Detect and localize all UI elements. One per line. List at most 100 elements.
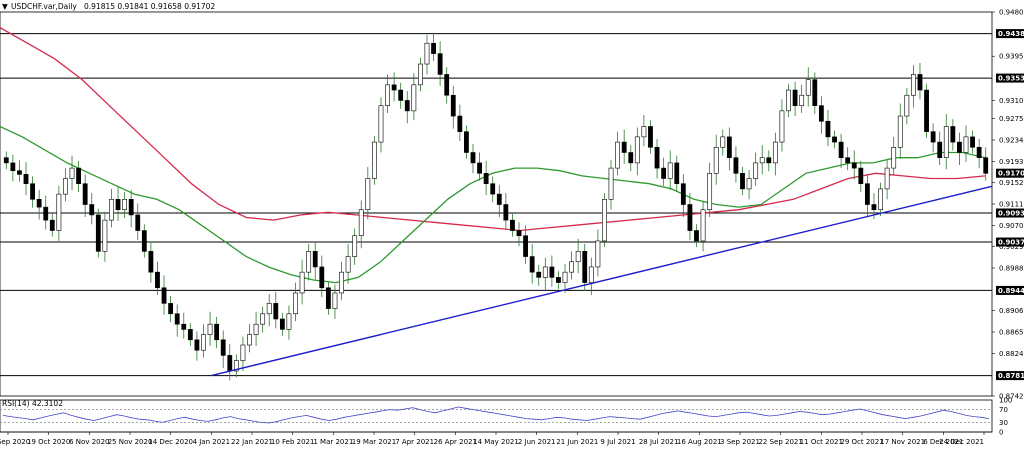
symbol-label: USDCHF.var,Daily xyxy=(11,2,77,11)
level-label-box xyxy=(996,29,1024,39)
time-tick-label: 24 Dec 2021 xyxy=(939,438,984,446)
candle-body xyxy=(884,167,890,190)
candle-body xyxy=(641,126,647,138)
candle-body xyxy=(733,157,739,174)
candle-body xyxy=(444,74,450,96)
candle-body xyxy=(339,271,344,294)
candle-body xyxy=(240,344,246,361)
ohlc-values: 0.91815 0.91841 0.91658 0.91702 xyxy=(84,2,215,11)
candle-body xyxy=(786,89,791,112)
candle-body xyxy=(582,251,588,283)
candle-body xyxy=(510,219,515,231)
candle-body xyxy=(694,230,699,242)
candle-body xyxy=(523,235,528,257)
time-tick-label: 29 Oct 2021 xyxy=(840,438,883,446)
candle-body xyxy=(424,42,430,65)
candle-body xyxy=(477,162,482,174)
candle-body xyxy=(832,136,837,143)
candle-body xyxy=(286,313,292,330)
candle-body xyxy=(464,131,469,153)
collapse-arrow-icon[interactable]: ▼ xyxy=(2,2,8,11)
candle-body xyxy=(924,89,929,132)
candle-body xyxy=(69,167,75,179)
candle-body xyxy=(496,193,502,205)
candle-body xyxy=(799,94,805,106)
candle-body xyxy=(23,174,29,185)
candle-body xyxy=(266,303,272,315)
candlesticks xyxy=(3,32,989,381)
candle-body xyxy=(470,152,476,164)
candle-body xyxy=(135,214,141,231)
candle-body xyxy=(569,261,574,273)
candle-body xyxy=(201,334,206,351)
candle-body xyxy=(595,240,601,268)
time-tick-label: 19 Oct 2020 xyxy=(27,438,70,446)
rsi-line xyxy=(2,406,990,424)
candle-body xyxy=(450,94,456,117)
time-tick-label: 19 Mar 2021 xyxy=(352,438,396,446)
candle-body xyxy=(759,157,765,164)
candle-body xyxy=(398,89,404,101)
candle-body xyxy=(588,266,594,283)
candle-body xyxy=(279,318,285,330)
candle-body xyxy=(674,162,680,185)
trendline-segment xyxy=(211,185,993,377)
candle-body xyxy=(687,204,693,231)
candle-body xyxy=(63,178,68,195)
candle-body xyxy=(536,271,542,278)
time-tick-label: 22 Jan 2021 xyxy=(231,438,273,446)
candle-body xyxy=(411,84,417,112)
candle-body xyxy=(319,266,325,289)
time-tick-label: 4 Jan 2021 xyxy=(193,438,231,446)
candle-body xyxy=(943,126,949,158)
ma-red-line xyxy=(0,27,986,232)
candle-body xyxy=(963,136,969,153)
candle-body xyxy=(950,126,956,143)
candle-body xyxy=(549,266,555,278)
candle-body xyxy=(503,204,509,221)
time-tick-label: 3 Sep 2021 xyxy=(720,438,760,446)
candle-body xyxy=(404,100,410,112)
candle-body xyxy=(385,84,390,106)
time-tick-label: 10 Feb 2021 xyxy=(271,438,315,446)
rsi-label: RSI(14) 42.3102 xyxy=(2,399,63,408)
candle-body xyxy=(115,199,121,211)
current-price-text: 0.91702 xyxy=(998,170,1024,178)
candle-body xyxy=(378,105,384,143)
candle-body xyxy=(293,292,298,315)
candle-body xyxy=(825,120,831,138)
candle-body xyxy=(917,74,923,91)
candle-body xyxy=(168,303,174,315)
candle-body xyxy=(556,277,561,283)
candle-body xyxy=(779,110,785,143)
time-tick-label: 17 Nov 2021 xyxy=(880,438,925,446)
level-label-text: 0.89449 xyxy=(998,287,1024,295)
time-tick-label: 7 Apr 2021 xyxy=(395,438,434,446)
candle-body xyxy=(345,256,351,273)
candle-body xyxy=(214,323,220,341)
time-tick-label: 1 Mar 2021 xyxy=(313,438,353,446)
time-tick-label: 14 Dec 2020 xyxy=(148,438,193,446)
candle-body xyxy=(102,219,108,252)
time-tick-label: 21 Jun 2021 xyxy=(556,438,598,446)
candle-body xyxy=(181,323,187,330)
candle-body xyxy=(628,152,634,164)
candle-body xyxy=(661,167,667,179)
candle-body xyxy=(194,339,200,351)
candle-body xyxy=(615,141,621,169)
trendline[interactable] xyxy=(211,185,993,377)
candle-body xyxy=(851,162,857,169)
candle-body xyxy=(838,141,844,158)
candle-body xyxy=(174,313,180,325)
candle-body xyxy=(358,209,364,237)
time-tick-label: 26 Apr 2021 xyxy=(434,438,477,446)
time-tick-label: 30 Sep 2020 xyxy=(0,438,30,446)
time-tick-label: 16 Aug 2021 xyxy=(677,438,722,446)
candle-body xyxy=(56,193,62,231)
